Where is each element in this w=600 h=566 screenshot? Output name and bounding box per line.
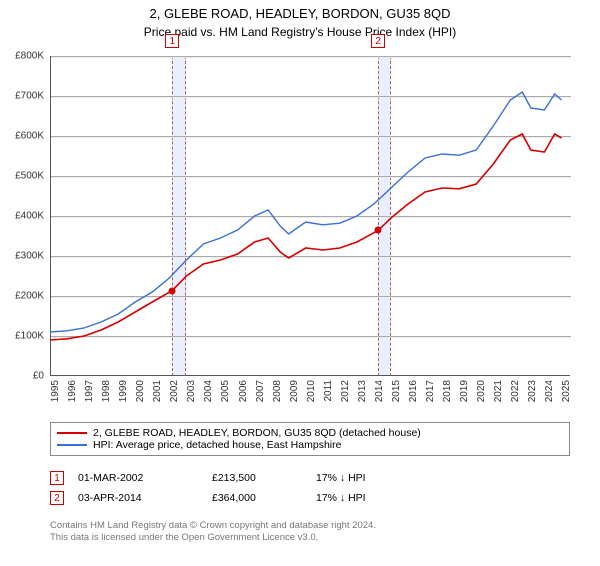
y-axis-label: £300K: [15, 251, 44, 262]
x-axis-label: 2011: [323, 380, 334, 402]
x-axis-label: 2024: [544, 380, 555, 402]
x-axis-label: 2018: [442, 380, 453, 402]
line-series: [50, 56, 570, 376]
y-axis-label: £500K: [15, 171, 44, 182]
x-axis-label: 2016: [408, 380, 419, 402]
x-axis-label: 2022: [510, 380, 521, 402]
x-axis-label: 1996: [67, 380, 78, 402]
legend-label: HPI: Average price, detached house, East…: [93, 439, 341, 451]
y-axis-label: £600K: [15, 131, 44, 142]
legend-item: HPI: Average price, detached house, East…: [57, 439, 563, 451]
x-axis-label: 2020: [476, 380, 487, 402]
x-axis-label: 2015: [391, 380, 402, 402]
x-axis-label: 2003: [186, 380, 197, 402]
legend-label: 2, GLEBE ROAD, HEADLEY, BORDON, GU35 8QD…: [93, 427, 421, 439]
x-axis-label: 2000: [135, 380, 146, 402]
series-price_paid: [50, 134, 562, 340]
sale-marker-ref: 1: [50, 471, 64, 485]
y-axis-label: £800K: [15, 51, 44, 62]
sale-marker-1: 1: [165, 34, 179, 48]
footer-line-1: Contains HM Land Registry data © Crown c…: [50, 520, 570, 532]
x-axis-label: 1995: [50, 380, 61, 402]
legend-swatch: [57, 444, 87, 446]
sale-vs-hpi: 17% ↓ HPI: [316, 492, 436, 504]
x-axis-label: 2012: [340, 380, 351, 402]
x-axis-label: 1999: [118, 380, 129, 402]
x-axis-label: 2014: [374, 380, 385, 402]
x-axis-label: 2001: [152, 380, 163, 402]
chart-container: 2, GLEBE ROAD, HEADLEY, BORDON, GU35 8QD…: [0, 6, 600, 566]
x-axis-label: 2008: [272, 380, 283, 402]
series-hpi: [50, 92, 562, 332]
y-axis-label: £100K: [15, 331, 44, 342]
footer-attribution: Contains HM Land Registry data © Crown c…: [50, 520, 570, 545]
sales-table: 1 01-MAR-2002 £213,500 17% ↓ HPI 2 03-APR-201…: [50, 468, 570, 508]
x-axis-label: 2005: [220, 380, 231, 402]
x-axis-label: 2025: [561, 380, 572, 402]
x-axis-label: 2021: [493, 380, 504, 402]
x-axis-label: 2004: [203, 380, 214, 402]
x-axis-label: 2007: [255, 380, 266, 402]
x-axis-label: 1997: [84, 380, 95, 402]
x-axis-label: 2006: [238, 380, 249, 402]
y-axis-label: £400K: [15, 211, 44, 222]
sale-dot: [169, 287, 176, 294]
x-axis-label: 2019: [459, 380, 470, 402]
sale-vs-hpi: 17% ↓ HPI: [316, 472, 436, 484]
sale-row: 2 03-APR-2014 £364,000 17% ↓ HPI: [50, 488, 570, 508]
legend-swatch: [57, 432, 87, 434]
sale-date: 03-APR-2014: [78, 492, 198, 504]
x-axis-label: 1998: [101, 380, 112, 402]
sale-marker-2: 2: [371, 34, 385, 48]
chart-subtitle: Price paid vs. HM Land Registry's House …: [0, 25, 600, 39]
sale-price: £364,000: [212, 492, 302, 504]
y-axis-label: £200K: [15, 291, 44, 302]
sale-marker-ref: 2: [50, 491, 64, 505]
chart-title: 2, GLEBE ROAD, HEADLEY, BORDON, GU35 8QD: [0, 6, 600, 21]
x-axis-label: 2002: [169, 380, 180, 402]
sale-row: 1 01-MAR-2002 £213,500 17% ↓ HPI: [50, 468, 570, 488]
sale-dot: [375, 227, 382, 234]
chart-area: £0£100K£200K£300K£400K£500K£600K£700K£80…: [50, 56, 570, 376]
x-axis-label: 2023: [527, 380, 538, 402]
x-axis-label: 2010: [306, 380, 317, 402]
y-axis-label: £0: [33, 371, 44, 382]
x-axis-label: 2017: [425, 380, 436, 402]
legend: 2, GLEBE ROAD, HEADLEY, BORDON, GU35 8QD…: [50, 422, 570, 456]
footer-line-2: This data is licensed under the Open Gov…: [50, 532, 570, 544]
sale-date: 01-MAR-2002: [78, 472, 198, 484]
legend-item: 2, GLEBE ROAD, HEADLEY, BORDON, GU35 8QD…: [57, 427, 563, 439]
x-axis-label: 2009: [289, 380, 300, 402]
y-axis-label: £700K: [15, 91, 44, 102]
x-axis-label: 2013: [357, 380, 368, 402]
sale-price: £213,500: [212, 472, 302, 484]
